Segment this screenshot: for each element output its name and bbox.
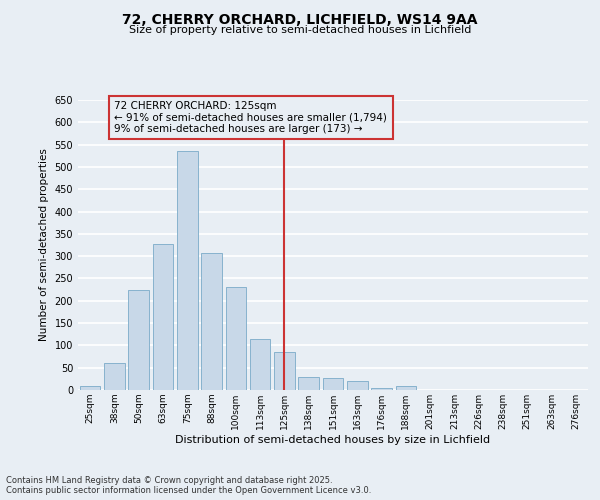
Text: Size of property relative to semi-detached houses in Lichfield: Size of property relative to semi-detach… bbox=[129, 25, 471, 35]
Bar bbox=[323, 378, 343, 390]
Bar bbox=[250, 338, 271, 390]
Text: Contains HM Land Registry data © Crown copyright and database right 2025.
Contai: Contains HM Land Registry data © Crown c… bbox=[6, 476, 371, 495]
Bar bbox=[371, 388, 392, 390]
Bar bbox=[395, 386, 416, 390]
Bar bbox=[347, 381, 368, 390]
Bar bbox=[128, 290, 149, 390]
Bar bbox=[226, 288, 246, 390]
Bar bbox=[298, 376, 319, 390]
Bar bbox=[274, 352, 295, 390]
X-axis label: Distribution of semi-detached houses by size in Lichfield: Distribution of semi-detached houses by … bbox=[175, 434, 491, 444]
Bar bbox=[104, 363, 125, 390]
Bar bbox=[177, 152, 197, 390]
Bar bbox=[201, 252, 222, 390]
Text: 72, CHERRY ORCHARD, LICHFIELD, WS14 9AA: 72, CHERRY ORCHARD, LICHFIELD, WS14 9AA bbox=[122, 12, 478, 26]
Y-axis label: Number of semi-detached properties: Number of semi-detached properties bbox=[39, 148, 49, 342]
Bar bbox=[80, 386, 100, 390]
Text: 72 CHERRY ORCHARD: 125sqm
← 91% of semi-detached houses are smaller (1,794)
9% o: 72 CHERRY ORCHARD: 125sqm ← 91% of semi-… bbox=[115, 101, 388, 134]
Bar bbox=[152, 244, 173, 390]
